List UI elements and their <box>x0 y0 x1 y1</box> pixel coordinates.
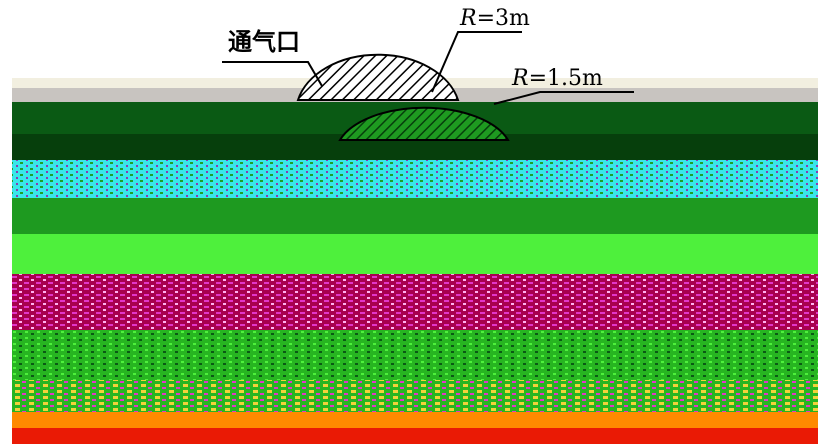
layer-red <box>12 428 818 444</box>
layer-green <box>12 198 818 234</box>
layer-bright-green <box>12 234 818 274</box>
outer-dome <box>296 53 460 101</box>
vent-leader <box>222 61 323 87</box>
r15-leader <box>493 91 634 105</box>
outer-radius-symbol: R <box>460 6 477 31</box>
layer-cyan <box>12 160 818 198</box>
soil-layers <box>12 78 818 444</box>
layer-mixed-green <box>12 330 818 380</box>
inner-radius-symbol: R <box>512 66 529 91</box>
leader-lines <box>222 31 634 105</box>
inner-radius-value: =1.5m <box>528 66 603 91</box>
inner-radius-label: R=1.5m <box>512 68 603 90</box>
outer-radius-value: =3m <box>476 6 530 31</box>
layer-orange <box>12 412 818 428</box>
inner-dome <box>338 106 510 141</box>
layer-magenta <box>12 274 818 330</box>
outer-radius-label: R=3m <box>460 8 530 30</box>
r3-leader <box>431 31 522 93</box>
vent-label: 通气口 <box>228 28 300 56</box>
layer-yellow-mix <box>12 380 818 412</box>
